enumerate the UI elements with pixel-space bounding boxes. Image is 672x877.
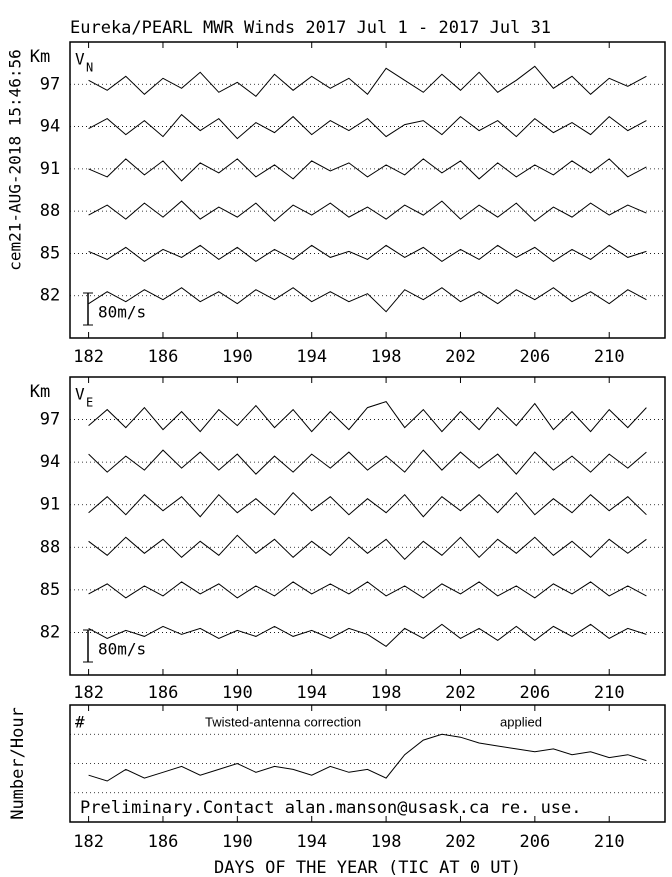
chart-title: Eureka/PEARL MWR Winds 2017 Jul 1 - 2017… xyxy=(70,18,551,38)
x-tick-label: 190 xyxy=(222,683,253,703)
x-tick-label: 210 xyxy=(594,347,625,367)
wind-trace xyxy=(88,113,647,140)
y-tick-label: 85 xyxy=(40,580,60,600)
x-tick-label: 198 xyxy=(371,683,402,703)
y-tick-label: 85 xyxy=(40,243,60,263)
x-tick-label: 194 xyxy=(296,832,327,852)
y-tick-label: 88 xyxy=(40,537,60,557)
y-tick-label: 88 xyxy=(40,201,60,221)
wind-trace xyxy=(88,733,647,782)
wind-trace xyxy=(88,65,647,97)
y-tick-label: 97 xyxy=(40,74,60,94)
wind-trace xyxy=(88,200,647,222)
panel: 182 186 190 194 198 202 206 210 82 85 88 91 94 97 Km V N… xyxy=(30,41,666,367)
wind-trace xyxy=(88,401,647,433)
wind-trace xyxy=(88,534,647,561)
wind-trace xyxy=(88,287,647,313)
annotation: Twisted-antenna correction xyxy=(205,714,361,729)
x-tick-label: 182 xyxy=(73,683,104,703)
plot-frame xyxy=(69,41,666,339)
wind-trace xyxy=(88,449,647,475)
wind-trace xyxy=(88,581,647,599)
x-tick-label: 206 xyxy=(519,832,550,852)
x-tick-label: 198 xyxy=(371,347,402,367)
x-tick-label: 202 xyxy=(445,832,476,852)
scale-bar-label: 80m/s xyxy=(98,640,146,659)
x-tick-label: 206 xyxy=(519,683,550,703)
wind-trace xyxy=(88,491,647,518)
panel-label: # xyxy=(75,713,85,732)
panel-label: V xyxy=(75,385,85,404)
x-tick-label: 210 xyxy=(594,832,625,852)
side-label: cem21-AUG-2018 15:46:56 xyxy=(6,49,25,271)
x-tick-label: 186 xyxy=(148,832,179,852)
y-axis-unit: Km xyxy=(30,382,50,402)
y-tick-label: 91 xyxy=(40,495,60,515)
x-tick-label: 182 xyxy=(73,832,104,852)
x-tick-label: 210 xyxy=(594,683,625,703)
panel-label-sub: N xyxy=(86,61,93,75)
x-tick-label: 186 xyxy=(148,683,179,703)
y-tick-label: 94 xyxy=(40,452,60,472)
note: Preliminary.Contact alan.manson@usask.ca… xyxy=(80,798,582,818)
panel-label-sub: E xyxy=(86,396,93,410)
y-tick-label: 94 xyxy=(40,117,60,137)
x-tick-label: 206 xyxy=(519,347,550,367)
wind-trace xyxy=(88,623,647,648)
y-tick-label: 82 xyxy=(40,622,60,642)
x-tick-label: 194 xyxy=(296,683,327,703)
x-tick-label: 186 xyxy=(148,347,179,367)
y-tick-label: 82 xyxy=(40,286,60,306)
annotation: applied xyxy=(500,714,542,729)
x-tick-label: 202 xyxy=(445,347,476,367)
x-tick-label: 194 xyxy=(296,347,327,367)
plot-frame xyxy=(69,376,666,676)
x-tick-label: 190 xyxy=(222,347,253,367)
y-tick-label: 97 xyxy=(40,410,60,430)
x-tick-label: 190 xyxy=(222,832,253,852)
y-axis-unit: Km xyxy=(30,47,50,67)
panel: 182 186 190 194 198 202 206 210 Number/Hour # Twis… xyxy=(8,704,666,877)
y-axis-label: Number/Hour xyxy=(8,707,28,820)
x-tick-label: 202 xyxy=(445,683,476,703)
x-tick-label: 182 xyxy=(73,347,104,367)
panel: 182 186 190 194 198 202 206 210 82 85 88 91 94 97 Km V E… xyxy=(30,376,666,703)
scale-bar-label: 80m/s xyxy=(98,303,146,322)
wind-trace xyxy=(88,244,647,263)
y-tick-label: 91 xyxy=(40,159,60,179)
x-axis-label: DAYS OF THE YEAR (TIC AT 0 UT) xyxy=(214,858,521,877)
wind-trace xyxy=(88,158,647,182)
panel-label: V xyxy=(75,50,85,69)
x-tick-label: 198 xyxy=(371,832,402,852)
